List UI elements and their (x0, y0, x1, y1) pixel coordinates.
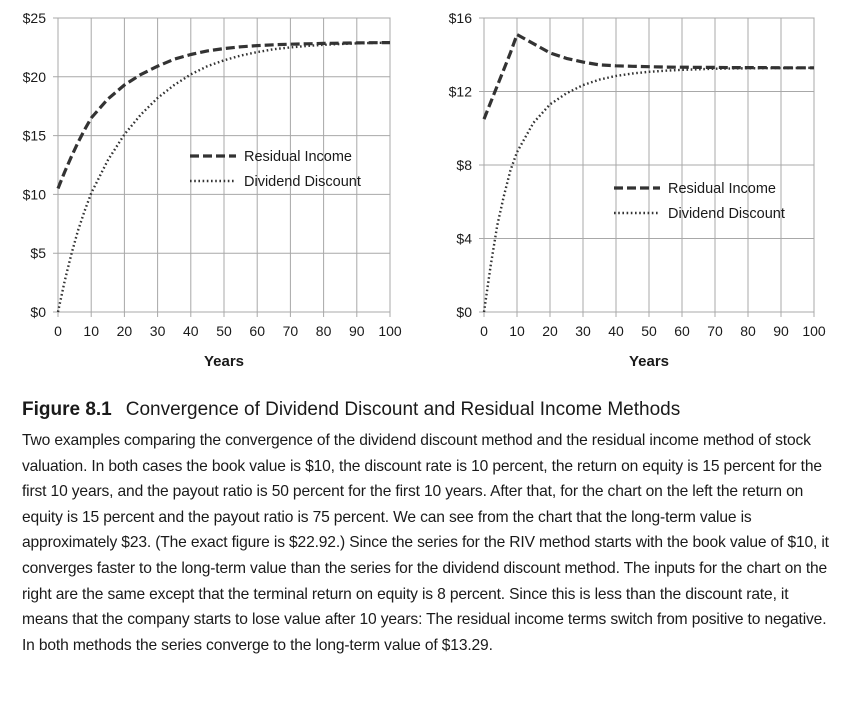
figure-heading: Convergence of Dividend Discount and Res… (125, 399, 681, 420)
y-tick-label: $8 (456, 157, 472, 173)
y-tick-label: $0 (456, 304, 472, 320)
x-tick-label: 60 (674, 323, 690, 339)
y-tick-label: $20 (23, 69, 47, 85)
x-tick-label: 60 (249, 323, 265, 339)
x-tick-label: 30 (575, 323, 591, 339)
x-tick-label: 0 (54, 323, 62, 339)
x-tick-label: 90 (349, 323, 365, 339)
y-tick-label: $12 (449, 84, 473, 100)
chart-2: 0 10 20 30 40 50 60 70 80 90 100 $0 $4 $8 $12 $16 Years R… (449, 10, 826, 370)
x-tick-label: 90 (773, 323, 789, 339)
figure-title: Figure 8.1 Convergence of Dividend Discou… (22, 398, 832, 422)
x-tick-label: 100 (378, 323, 402, 339)
x-tick-label: 50 (216, 323, 232, 339)
x-axis-label: Years (204, 353, 244, 370)
series-line-dividend-discount (56, 41, 391, 313)
x-tick-label: 30 (150, 323, 166, 339)
legend-label: Dividend Discount (244, 174, 361, 190)
x-tick-label: 80 (316, 323, 332, 339)
x-tick-label: 10 (509, 323, 525, 339)
figure-body-text: Two examples comparing the convergence o… (22, 432, 829, 654)
legend-label: Residual Income (244, 149, 352, 165)
x-axis-label: Years (629, 353, 669, 370)
y-tick-label: $10 (23, 186, 47, 202)
figure-label: Figure 8.1 (22, 399, 112, 420)
legend-label: Dividend Discount (668, 206, 785, 222)
y-tick-label: $16 (449, 10, 473, 26)
x-tick-label: 40 (183, 323, 199, 339)
x-tick-label: 50 (641, 323, 657, 339)
y-tick-label: $4 (456, 231, 472, 247)
chart-1: 0 10 20 30 40 50 60 70 80 90 100 $0 $5 $10 $15 $20 $25 Ye… (23, 10, 402, 370)
x-tick-label: 100 (802, 323, 826, 339)
y-tick-label: $15 (23, 128, 47, 144)
x-tick-label: 40 (608, 323, 624, 339)
legend-label: Residual Income (668, 181, 776, 197)
x-tick-label: 0 (480, 323, 488, 339)
x-tick-label: 10 (83, 323, 99, 339)
series-line-dividend-discount (482, 66, 815, 313)
legend: Residual Income Dividend Discount (190, 149, 361, 190)
figure-caption: Figure 8.1 Convergence of Dividend Discou… (22, 398, 832, 658)
x-tick-label: 20 (542, 323, 558, 339)
x-tick-label: 80 (740, 323, 756, 339)
legend: Residual Income Dividend Discount (614, 181, 785, 222)
y-tick-label: $25 (23, 10, 47, 26)
x-tick-label: 70 (707, 323, 723, 339)
charts-area: 0 10 20 30 40 50 60 70 80 90 100$0$5$10$15$20$25Ye… (23, 10, 826, 370)
x-tick-label: 70 (283, 323, 299, 339)
x-tick-label: 20 (117, 323, 133, 339)
y-tick-label: $5 (30, 245, 46, 261)
y-tick-label: $0 (30, 304, 46, 320)
